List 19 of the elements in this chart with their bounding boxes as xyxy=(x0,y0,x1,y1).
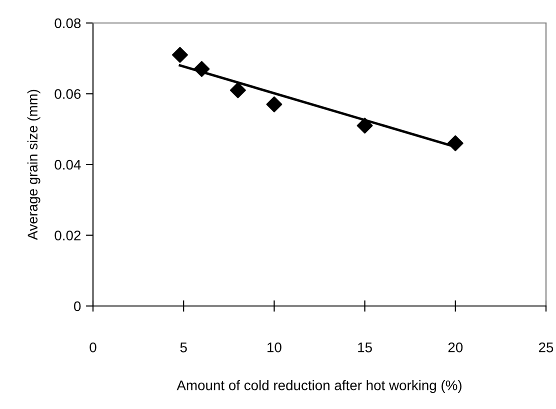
y-tick-label: 0.02 xyxy=(54,230,80,240)
y-tick-label: 0 xyxy=(74,301,81,312)
x-tick-label: 15 xyxy=(358,342,372,352)
y-axis-title: Average grain size (mm) xyxy=(27,90,40,240)
x-tick-label: 25 xyxy=(538,342,554,352)
x-tick-label: 10 xyxy=(268,342,282,352)
x-tick-label: 20 xyxy=(448,342,463,352)
point xyxy=(266,96,282,112)
point xyxy=(172,46,188,63)
point xyxy=(356,118,373,134)
point xyxy=(447,135,464,152)
x-axis-title: Amount of cold reduction after hot working (%) xyxy=(176,380,462,394)
x-tick-label: 0 xyxy=(90,342,96,352)
point xyxy=(230,82,246,98)
y-tick-label: 0.04 xyxy=(54,160,81,170)
point xyxy=(194,61,210,77)
y-tick-label: 0.08 xyxy=(54,18,81,28)
y-tick-label: 0.06 xyxy=(54,89,81,99)
x-tick-label: 5 xyxy=(180,342,187,352)
